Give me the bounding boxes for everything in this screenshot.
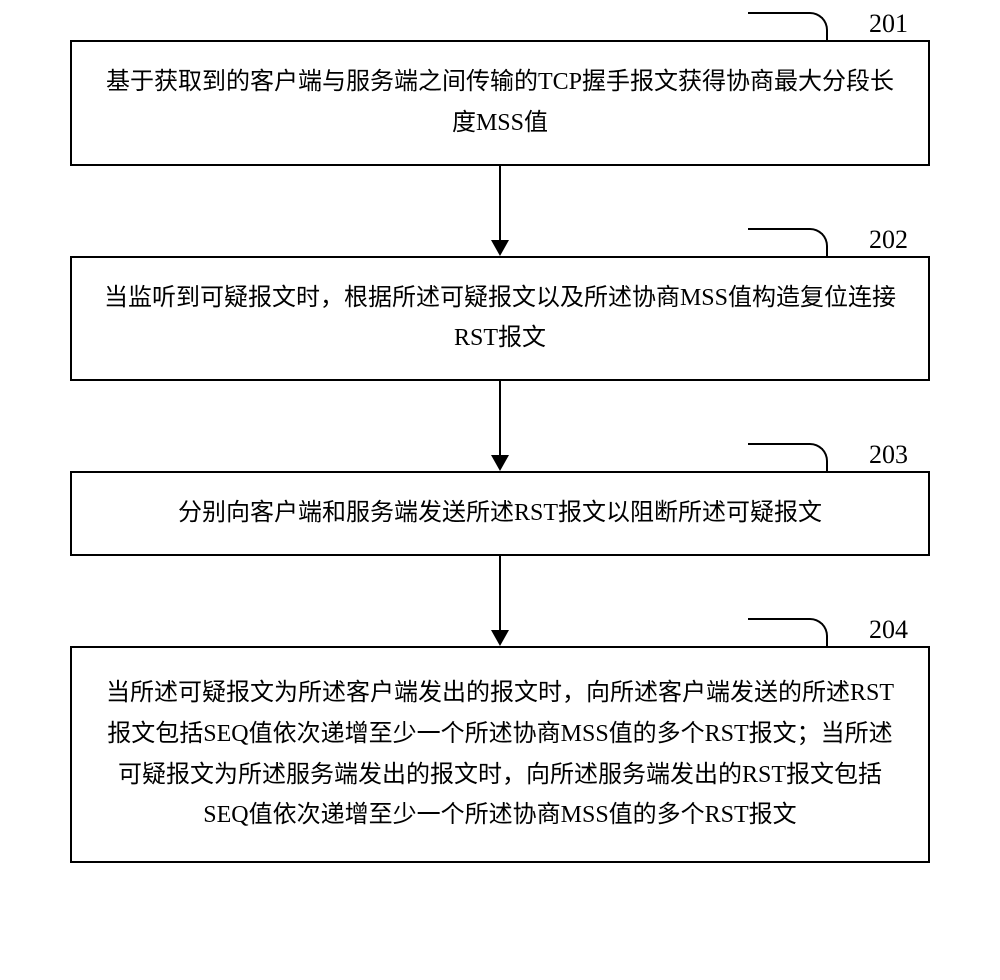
- arrow-head: [491, 240, 509, 256]
- step-text: 基于获取到的客户端与服务端之间传输的TCP握手报文获得协商最大分段长度MSS值: [106, 69, 894, 136]
- step-label: 204: [869, 608, 908, 652]
- step-label: 201: [869, 2, 908, 46]
- step-text: 当监听到可疑报文时，根据所述可疑报文以及所述协商MSS值构造复位连接RST报文: [104, 285, 896, 352]
- arrow-head: [491, 455, 509, 471]
- step-box-203: 203 分别向客户端和服务端发送所述RST报文以阻断所述可疑报文: [70, 471, 930, 556]
- arrow-head: [491, 630, 509, 646]
- step-label: 203: [869, 433, 908, 477]
- arrow-line: [499, 381, 501, 455]
- callout-line: [748, 228, 828, 258]
- arrow: [499, 166, 501, 256]
- callout-line: [748, 443, 828, 473]
- step-box-201: 201 基于获取到的客户端与服务端之间传输的TCP握手报文获得协商最大分段长度M…: [70, 40, 930, 166]
- arrow-line: [499, 166, 501, 240]
- step-label: 202: [869, 218, 908, 262]
- arrow-line: [499, 556, 501, 630]
- arrow: [499, 556, 501, 646]
- callout-line: [748, 618, 828, 648]
- flowchart-container: 201 基于获取到的客户端与服务端之间传输的TCP握手报文获得协商最大分段长度M…: [50, 40, 950, 863]
- step-box-202: 202 当监听到可疑报文时，根据所述可疑报文以及所述协商MSS值构造复位连接RS…: [70, 256, 930, 382]
- step-box-204: 204 当所述可疑报文为所述客户端发出的报文时，向所述客户端发送的所述RST报文…: [70, 646, 930, 863]
- callout-line: [748, 12, 828, 42]
- arrow: [499, 381, 501, 471]
- step-text: 分别向客户端和服务端发送所述RST报文以阻断所述可疑报文: [178, 500, 822, 526]
- step-text: 当所述可疑报文为所述客户端发出的报文时，向所述客户端发送的所述RST报文包括SE…: [106, 680, 894, 828]
